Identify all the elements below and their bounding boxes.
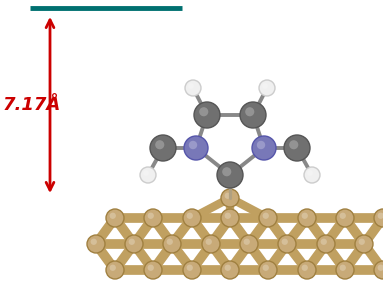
Circle shape (187, 213, 193, 219)
Circle shape (224, 213, 231, 219)
Circle shape (221, 209, 239, 227)
Circle shape (125, 235, 143, 253)
Circle shape (336, 261, 354, 279)
Circle shape (374, 209, 383, 227)
Circle shape (340, 213, 346, 219)
Circle shape (278, 235, 296, 253)
Circle shape (144, 261, 162, 279)
Circle shape (282, 239, 288, 245)
Circle shape (245, 107, 254, 116)
Circle shape (222, 167, 231, 176)
Circle shape (304, 167, 320, 183)
Circle shape (147, 265, 154, 271)
Circle shape (106, 261, 124, 279)
Circle shape (199, 107, 208, 116)
Circle shape (183, 209, 201, 227)
Circle shape (263, 213, 269, 219)
Circle shape (336, 209, 354, 227)
Circle shape (110, 265, 116, 271)
Circle shape (189, 141, 197, 149)
Circle shape (167, 239, 173, 245)
Circle shape (202, 235, 220, 253)
Circle shape (257, 141, 265, 149)
Circle shape (301, 213, 308, 219)
Circle shape (106, 209, 124, 227)
Circle shape (298, 209, 316, 227)
Circle shape (188, 83, 194, 89)
Circle shape (289, 140, 298, 149)
Circle shape (206, 239, 212, 245)
Circle shape (240, 102, 266, 128)
Circle shape (355, 235, 373, 253)
Circle shape (259, 80, 275, 96)
Circle shape (221, 189, 239, 207)
Circle shape (378, 213, 383, 219)
Circle shape (144, 209, 162, 227)
Circle shape (298, 261, 316, 279)
Circle shape (340, 265, 346, 271)
Circle shape (263, 265, 269, 271)
Circle shape (262, 83, 268, 89)
Circle shape (240, 235, 258, 253)
Circle shape (317, 235, 335, 253)
Circle shape (183, 261, 201, 279)
Circle shape (185, 80, 201, 96)
Circle shape (87, 235, 105, 253)
Circle shape (224, 265, 231, 271)
Circle shape (187, 265, 193, 271)
Circle shape (321, 239, 327, 245)
Circle shape (378, 265, 383, 271)
Circle shape (110, 213, 116, 219)
Circle shape (252, 136, 276, 160)
Circle shape (150, 135, 176, 161)
Circle shape (129, 239, 135, 245)
Circle shape (358, 239, 365, 245)
Circle shape (301, 265, 308, 271)
Circle shape (259, 261, 277, 279)
Circle shape (163, 235, 181, 253)
Circle shape (224, 192, 231, 199)
Circle shape (184, 136, 208, 160)
Circle shape (147, 213, 154, 219)
Circle shape (143, 170, 149, 176)
Circle shape (307, 170, 313, 176)
Circle shape (221, 261, 239, 279)
Circle shape (217, 162, 243, 188)
Circle shape (91, 239, 97, 245)
Circle shape (374, 261, 383, 279)
Text: 7.17Å: 7.17Å (3, 96, 61, 114)
Circle shape (259, 209, 277, 227)
Circle shape (140, 167, 156, 183)
Circle shape (194, 102, 220, 128)
Circle shape (284, 135, 310, 161)
Circle shape (244, 239, 250, 245)
Circle shape (155, 140, 164, 149)
